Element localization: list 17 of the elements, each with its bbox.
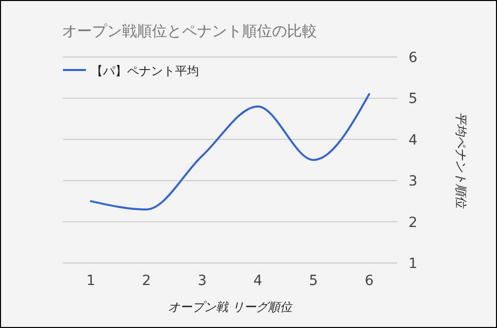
x-tick-label: 2: [142, 273, 151, 289]
y-tick-label: 2: [408, 214, 418, 231]
y-tick-label: 5: [408, 91, 418, 108]
x-tick-label: 5: [309, 273, 318, 289]
x-tick-label: 6: [364, 273, 374, 289]
x-axis-title: オープン戦 リーグ順位: [168, 300, 293, 314]
legend-label: 【パ】ペナント平均: [91, 64, 199, 78]
y-axis-title: 平均ペナント順位: [454, 112, 468, 209]
y-tick-label: 6: [408, 50, 418, 66]
line-series: [90, 93, 370, 210]
x-tick-label: 1: [86, 273, 96, 289]
x-tick-label: 3: [198, 273, 207, 289]
x-tick-label: 4: [253, 273, 262, 289]
y-tick-label: 3: [408, 174, 418, 190]
y-tick-label: 4: [408, 132, 418, 148]
chart-title: オープン戦順位とペナント順位の比較: [62, 22, 317, 40]
y-tick-label: 1: [408, 256, 418, 272]
